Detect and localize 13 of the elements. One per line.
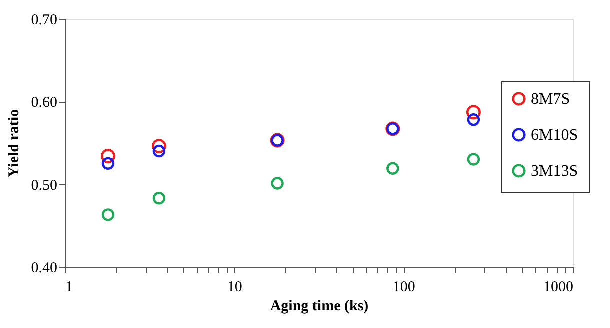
legend-label: 6M10S [531,127,578,144]
x-axis-title: Aging time (ks) [270,298,369,314]
y-tick-label: 0.70 [31,12,58,28]
y-tick-label: 0.60 [31,95,58,112]
y-axis-title: Yield ratio [6,109,22,178]
legend-label: 3M13S [531,163,578,180]
x-tick-label: 10 [227,280,242,296]
x-tick-label: 100 [392,280,416,296]
x-tick-label: 1 [66,280,73,296]
x-tick-label: 1000 [544,280,574,296]
y-tick-label: 0.50 [31,178,58,194]
legend-label: 8M7S [531,91,570,108]
y-tick-label: 0.40 [31,260,58,276]
